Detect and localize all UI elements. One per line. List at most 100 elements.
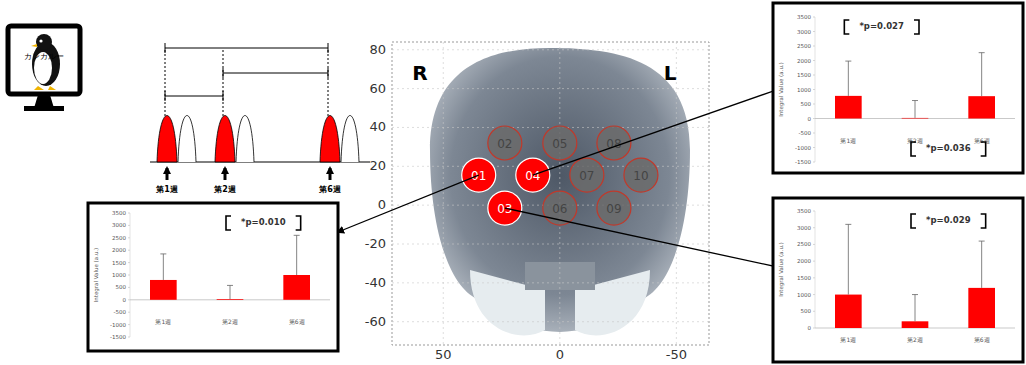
rest-bump xyxy=(236,116,254,163)
channels: 01020304050607080910 xyxy=(462,126,658,225)
x-tick-label: 第1週 xyxy=(155,318,171,325)
penguin-eye xyxy=(39,39,42,42)
y-tick-label: 0 xyxy=(808,116,812,122)
y-tick-label: -1000 xyxy=(110,322,126,328)
y-tick-label: 3500 xyxy=(112,210,126,216)
y-tick-label: 1000 xyxy=(112,272,126,278)
stimulus-bump xyxy=(157,116,177,163)
monitor-base xyxy=(24,106,64,111)
significance-bracket xyxy=(911,214,986,228)
bar xyxy=(835,295,862,328)
error-bar xyxy=(979,241,985,288)
bar xyxy=(283,275,310,300)
significance-bracket xyxy=(844,20,919,34)
bar xyxy=(835,96,862,119)
y-axis-line xyxy=(130,213,131,337)
channel-label: 07 xyxy=(579,169,594,183)
bar xyxy=(902,321,929,328)
grid-line xyxy=(392,166,709,167)
y-tick-label: -500 xyxy=(114,309,127,315)
error-bar xyxy=(845,61,851,96)
channel xyxy=(488,126,522,160)
chart-box xyxy=(773,3,1023,173)
y-tick-label: 2500 xyxy=(797,43,811,49)
monitor-icon: カンガルー xyxy=(8,26,80,111)
y-tick-label: 1500 xyxy=(797,72,811,78)
y-tick-label: -1000 xyxy=(795,145,811,151)
rest-bump xyxy=(341,116,359,163)
channel xyxy=(597,191,631,225)
chart-box xyxy=(88,203,338,351)
y-tick-label: 0 xyxy=(378,197,386,212)
bar xyxy=(968,96,995,118)
bar-chart: 0500100015002000250030003500Integral Val… xyxy=(773,198,1023,362)
dotted-guide xyxy=(165,50,166,118)
grid-line xyxy=(392,127,709,128)
error-bar xyxy=(845,224,851,294)
y-tick-label: 40 xyxy=(369,119,386,134)
dotted-guide xyxy=(328,50,329,118)
chart-box xyxy=(773,198,1023,362)
channel-label: 10 xyxy=(633,169,648,183)
stimulus-bump xyxy=(320,116,340,163)
y-tick-label: 0 xyxy=(808,325,812,331)
bar-chart: -1500-1000-50005001000150020002500300035… xyxy=(773,3,1023,173)
figure: カンガルー第1週第2週第6週806040200-20-40-60500-50RL… xyxy=(0,0,1026,365)
session-label: 第1週 xyxy=(155,185,179,194)
grid-line xyxy=(443,42,444,345)
brain-map: 806040200-20-40-60500-50RL01020304050607… xyxy=(365,42,709,362)
x-tick-label: 第6週 xyxy=(289,318,305,325)
penguin-beak xyxy=(31,44,37,47)
y-tick-label: 2000 xyxy=(797,258,811,264)
error-bar xyxy=(294,235,300,275)
marks xyxy=(835,53,995,119)
x-tick-label: 第1週 xyxy=(840,137,856,144)
significance-bracket xyxy=(911,142,986,156)
channel xyxy=(570,158,604,192)
penguin-head xyxy=(36,34,52,50)
y-tick-label: -40 xyxy=(365,275,386,290)
link-arrow xyxy=(533,88,782,175)
monitor-text: カンガルー xyxy=(24,52,64,61)
error-bar xyxy=(912,101,918,118)
y-tick-label: 3000 xyxy=(112,222,126,228)
channel-label: 04 xyxy=(525,169,540,183)
monitor-screen xyxy=(8,26,80,94)
channel-label: 06 xyxy=(552,202,567,216)
channel-label: 05 xyxy=(552,137,567,151)
y-tick-label: 2500 xyxy=(112,235,126,241)
x-tick-label: 50 xyxy=(435,347,452,362)
session-arrow xyxy=(329,168,332,180)
rest-bump xyxy=(178,116,196,163)
significance-bracket xyxy=(226,216,301,230)
x-tick-label: 第1週 xyxy=(840,336,856,343)
error-bar xyxy=(912,295,918,322)
y-tick-label: 20 xyxy=(369,158,386,173)
x-tick-label: 第2週 xyxy=(222,318,238,325)
marks xyxy=(150,235,310,299)
penguin-feet xyxy=(34,86,56,90)
plot-frame xyxy=(392,42,709,345)
bar xyxy=(150,280,177,300)
y-tick-label: 2000 xyxy=(112,247,126,253)
y-tick-label: 3500 xyxy=(797,208,811,214)
y-tick-label: 3500 xyxy=(797,14,811,20)
y-tick-label: 500 xyxy=(801,308,812,314)
channel xyxy=(543,126,577,160)
grid-line xyxy=(392,88,709,89)
y-tick-label: 3000 xyxy=(797,29,811,35)
y-tick-label: 2000 xyxy=(797,58,811,64)
y-tick-label: 500 xyxy=(116,284,127,290)
p-value: *p=0.029 xyxy=(926,215,971,225)
y-axis-label: Integral Value (a.u.) xyxy=(778,242,785,297)
session-label: 第6週 xyxy=(318,185,342,194)
y-tick-label: -60 xyxy=(365,314,386,329)
y-tick-label: 500 xyxy=(801,101,812,107)
session-arrow xyxy=(224,168,227,180)
marks xyxy=(835,224,995,328)
y-tick-label: 2500 xyxy=(797,241,811,247)
p-value: *p=0.036 xyxy=(926,143,971,153)
p-value: *p=0.027 xyxy=(859,21,904,31)
stimulus-bump xyxy=(215,116,235,163)
y-tick-label: 3000 xyxy=(797,225,811,231)
